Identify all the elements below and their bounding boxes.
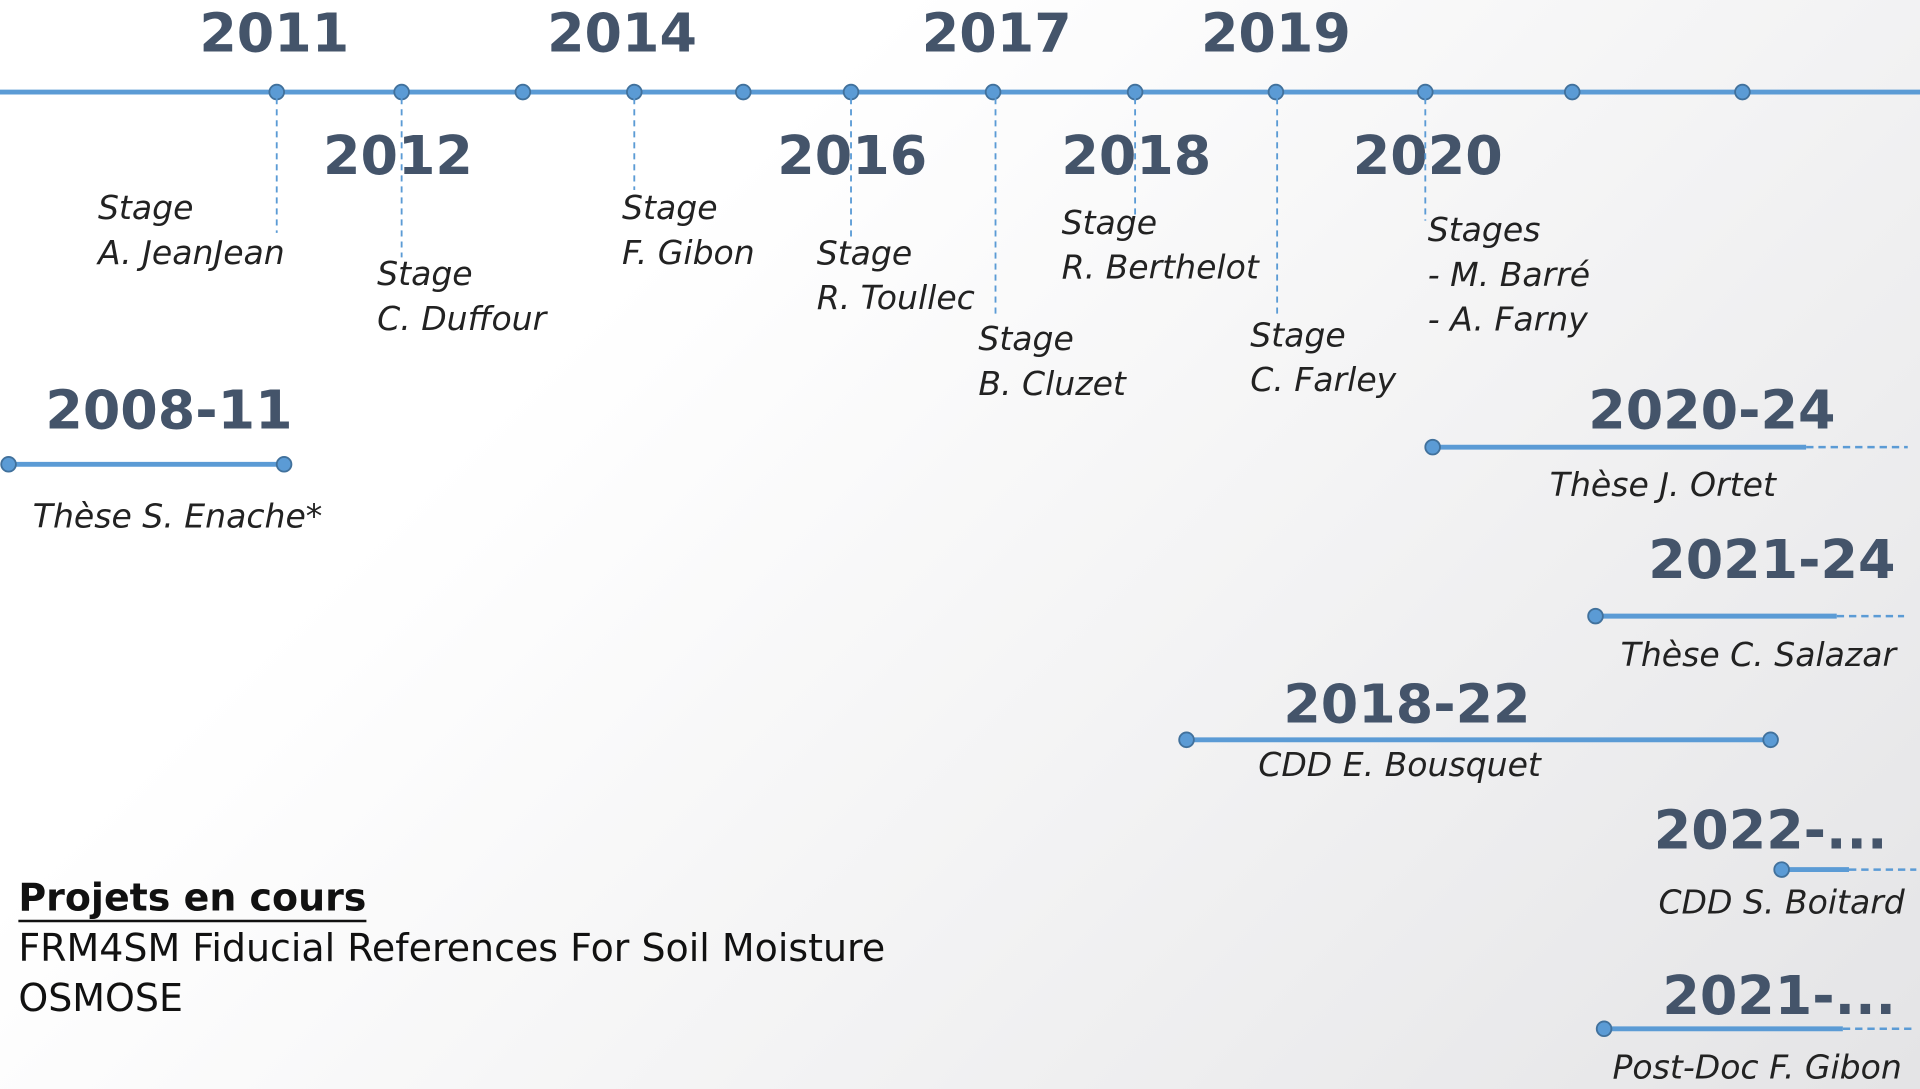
timeline-dot (984, 83, 1002, 101)
period-dot (1587, 607, 1604, 625)
internship-label: Stage (377, 254, 473, 293)
year-label: 2011 (199, 2, 349, 65)
period-years: 2021-... (1662, 964, 1896, 1027)
internship-label: Stage (1250, 315, 1346, 354)
internship-label: B. Cluzet (978, 364, 1127, 403)
timeline-dot (626, 83, 643, 101)
period-dot (1595, 1020, 1613, 1038)
timeline-dot (842, 83, 860, 101)
period-label: Thèse S. Enache* (33, 497, 323, 536)
period-years: 2020-24 (1588, 379, 1835, 442)
year-label: 2020 (1353, 124, 1503, 187)
internship-label: F. Gibon (622, 233, 755, 272)
timeline-dot (1563, 83, 1581, 101)
period-label: Thèse J. Ortet (1550, 465, 1777, 504)
period-years: 2021-24 (1648, 528, 1895, 591)
timeline-dot (1417, 83, 1434, 101)
period-years: 2008-11 (45, 379, 292, 442)
year-label: 2019 (1201, 2, 1351, 65)
internship-label: R. Toullec (817, 278, 975, 317)
internship-label: - A. Farny (1428, 300, 1588, 339)
period-dot (275, 456, 293, 473)
internship-label: Stage (622, 188, 718, 227)
period-dot (1424, 438, 1441, 456)
timeline-dot (1267, 83, 1285, 101)
projects-title: Projets en cours (18, 876, 366, 920)
internship-label: - M. Barré (1428, 255, 1590, 294)
timeline-dot (514, 83, 532, 101)
year-label: 2014 (547, 2, 697, 65)
timeline-dot (735, 83, 752, 101)
period-dot (1178, 731, 1195, 749)
internship-label: Stage (98, 188, 194, 227)
internship-label: Stages (1428, 210, 1541, 249)
year-label: 2012 (323, 124, 473, 187)
internship-label: Stage (817, 233, 913, 272)
period-dot (0, 456, 17, 473)
period-dot (1762, 731, 1779, 749)
timeline-dot (1126, 83, 1144, 101)
timeline-dot (393, 83, 410, 101)
internship-label: C. Farley (1250, 360, 1396, 399)
timeline-dot (1734, 83, 1751, 101)
internship-label: C. Duffour (377, 299, 548, 338)
project-item: OSMOSE (18, 976, 183, 1020)
year-label: 2018 (1061, 124, 1211, 187)
internship-label: R. Berthelot (1062, 247, 1260, 286)
period-label: CDD S. Boitard (1658, 882, 1905, 921)
period-years: 2018-22 (1283, 673, 1530, 736)
period-label: Thèse C. Salazar (1621, 635, 1899, 674)
year-label: 2016 (777, 124, 927, 187)
year-label: 2017 (922, 2, 1072, 65)
period-label: CDD E. Bousquet (1258, 745, 1542, 784)
internship-label: Stage (1062, 203, 1158, 242)
timeline-dot (268, 83, 285, 101)
period-label: Post-Doc F. Gibon (1613, 1048, 1902, 1087)
internship-label: Stage (978, 319, 1074, 358)
project-item: FRM4SM Fiducial References For Soil Mois… (18, 926, 885, 970)
period-years: 2022-... (1654, 799, 1888, 862)
period-dot (1773, 861, 1790, 878)
internship-label: A. JeanJean (96, 233, 285, 272)
